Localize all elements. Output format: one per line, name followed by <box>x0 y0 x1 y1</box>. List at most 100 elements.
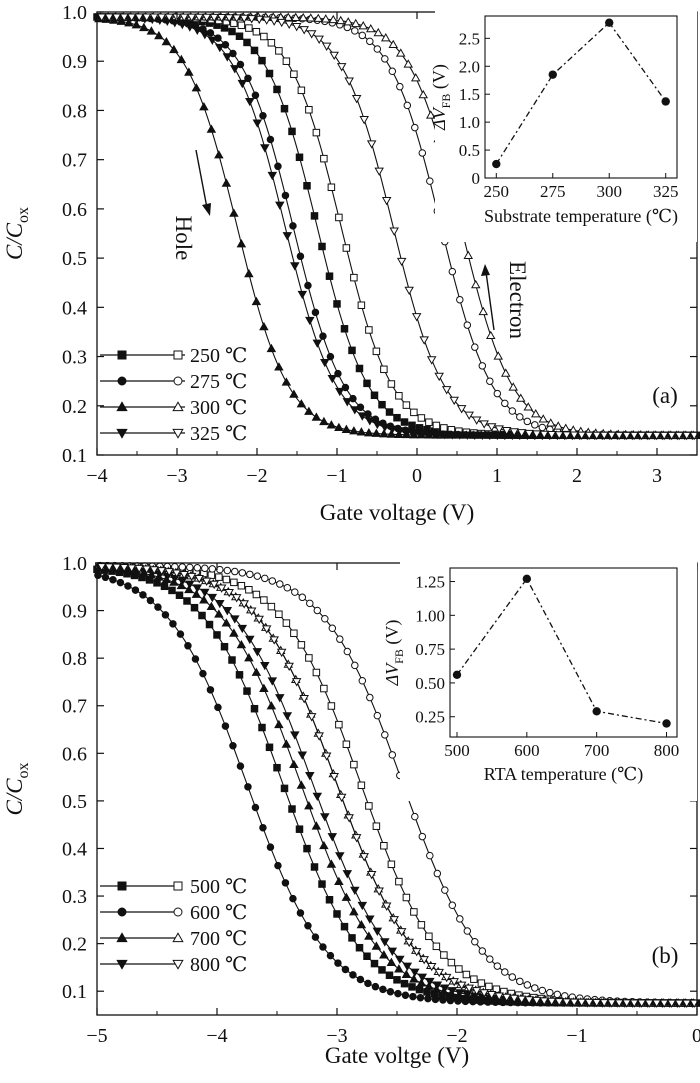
series-0-point <box>410 908 418 916</box>
series-3-point <box>509 428 519 437</box>
series-2-point <box>388 39 399 49</box>
series-3-point <box>305 316 315 326</box>
series-2-point <box>560 423 571 432</box>
series-0-point <box>260 596 268 604</box>
series-1-point <box>379 985 387 994</box>
series-1-point <box>538 423 547 432</box>
series-3-point <box>462 431 473 440</box>
series-1-point <box>424 994 432 1003</box>
series-1-point <box>538 986 547 995</box>
series-2-point <box>410 73 421 82</box>
series-1-point <box>328 624 337 633</box>
y-axis-label-main: C/C <box>2 222 27 260</box>
inset-point-0 <box>452 670 462 680</box>
series-3-point <box>449 396 459 406</box>
series-1-point <box>326 951 335 960</box>
series-3-point <box>584 431 594 441</box>
inset-x-tick-label: 800 <box>654 741 680 760</box>
series-3-point <box>185 23 195 32</box>
series-1-point <box>341 965 350 974</box>
series-1-point <box>343 647 352 656</box>
series-1-point <box>546 988 554 997</box>
series-2-point <box>463 250 474 259</box>
hole-label: Hole <box>171 216 196 261</box>
series-3-point <box>576 431 587 440</box>
series-0-point <box>350 760 358 769</box>
annotations: Hole Electron <box>171 149 530 339</box>
series-1-point <box>253 572 262 580</box>
series-2-point <box>289 389 299 398</box>
series-3-point <box>351 95 362 104</box>
series-0-point <box>462 970 471 979</box>
series-1-point <box>311 933 320 941</box>
series-3-point <box>239 14 249 24</box>
series-1-point <box>456 295 464 304</box>
y-tick-label: 0.1 <box>62 445 87 467</box>
series-1-point <box>426 851 434 860</box>
legend-marker-filled <box>116 428 128 439</box>
series-3-point <box>306 713 317 722</box>
hole-arrow-head <box>202 203 211 216</box>
series-3-point <box>456 405 467 414</box>
series-2-point <box>266 701 277 710</box>
series-2-point <box>169 44 179 54</box>
series-1-point <box>321 614 329 623</box>
series-3-point <box>432 981 443 990</box>
series-1-point <box>381 55 389 63</box>
series-3-point <box>252 648 263 657</box>
series-3-point <box>494 992 504 1001</box>
series-3-point <box>261 16 272 25</box>
series-0-point <box>363 379 371 388</box>
series-3-point <box>327 833 338 842</box>
series-2-point <box>508 382 519 391</box>
series-3-point <box>291 678 302 687</box>
curves-group <box>93 12 700 441</box>
series-1-point <box>268 577 277 585</box>
electron-arrow <box>485 271 495 331</box>
series-1-point <box>169 620 177 628</box>
series-3-point <box>314 35 324 44</box>
series-1-point <box>199 669 207 678</box>
series-3-point <box>569 998 579 1007</box>
series-0-point <box>295 153 304 162</box>
series-3-point <box>387 425 398 434</box>
series-2-point <box>281 377 292 386</box>
series-0-point <box>417 921 426 929</box>
series-3-point <box>606 431 617 441</box>
series-3-point <box>260 144 270 153</box>
inset-background <box>435 10 697 242</box>
series-1-point <box>523 417 532 426</box>
panel-label: (a) <box>652 383 678 408</box>
series-0-point <box>320 154 328 163</box>
series-3-point <box>411 948 422 957</box>
series-0-point <box>265 69 274 78</box>
series-3-point <box>554 998 564 1007</box>
series-0-point <box>440 424 448 432</box>
series-3-point <box>629 431 639 441</box>
series-2-point <box>176 54 187 64</box>
series-3-point <box>404 938 414 948</box>
series-2-point <box>358 21 369 30</box>
series-0-point <box>380 842 388 850</box>
series-3-point <box>561 431 572 440</box>
series-3-point <box>479 420 489 429</box>
series-1-point <box>251 803 260 812</box>
series-3-point <box>245 97 255 107</box>
series-1-point <box>411 812 419 821</box>
series-0-point <box>340 325 349 333</box>
series-1-point <box>161 611 170 619</box>
series-3-point <box>395 955 405 965</box>
series-3-point <box>479 989 489 998</box>
series-3-point <box>314 732 324 741</box>
series-3-point <box>492 431 503 441</box>
series-0-point <box>250 46 259 55</box>
y-tick-label: 0.3 <box>62 347 87 369</box>
series-0-point <box>312 668 321 677</box>
y-axis-ticks: 0.1 0.2 0.3 0.4 0.5 0.6 0.7 0.8 0.9 1.0 <box>62 553 697 1003</box>
series-2-point <box>493 351 504 360</box>
series-3-point <box>447 987 458 996</box>
series-0-point <box>393 413 401 422</box>
series-2-point <box>394 964 404 973</box>
inset-line <box>456 577 667 725</box>
